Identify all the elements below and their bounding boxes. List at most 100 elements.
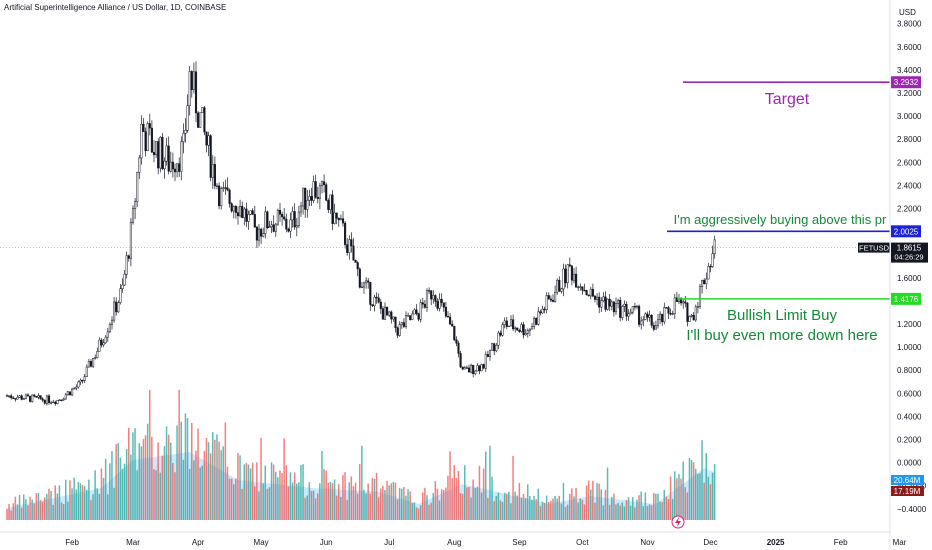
candle-body [484,354,487,369]
volume-bar [205,437,208,520]
candle-body [367,280,370,283]
candle-body [362,282,366,288]
candle-body [612,301,615,313]
candle-body [5,395,9,397]
aggressive-buy-note: I'm aggressively buying above this pr [674,212,887,227]
candle-body [675,297,678,302]
volume-bar [115,444,117,520]
volume-bar [184,413,187,520]
candle-body [701,280,704,287]
volume-bar [333,479,336,520]
volume-bar [138,443,140,520]
volume-bar [451,478,453,520]
volume-bar [495,495,497,520]
candle-body [467,367,471,373]
volume-bar [682,461,684,520]
volume-bar [291,482,294,520]
volume-bar [268,487,271,520]
candle-body [257,228,261,241]
volume-bar [627,497,630,520]
candle-body [520,324,523,332]
candle-body [35,395,38,398]
candle-body [463,367,466,370]
candle-body [203,107,206,133]
price-tick-label: 1.2000 [897,320,922,329]
volume-bar [558,495,560,520]
volume-bar [79,483,82,520]
price-tick-label: 3.4000 [897,66,922,75]
candle-body [320,181,324,187]
candle-body [205,131,208,146]
candle-body [543,308,546,311]
volume-bar [228,478,231,520]
candle-body [89,361,93,367]
volume-bar [182,459,185,520]
volume-bar [396,499,399,520]
candle-body [115,301,118,313]
volume-bar [218,441,220,520]
candle-body [425,290,429,308]
volume-bar [655,493,657,520]
volume-bar [104,458,107,520]
time-tick-label: Nov [640,538,654,547]
volume-bar [642,506,644,520]
volume-bar [27,505,29,520]
candle-body [306,199,309,210]
volume-bar [81,485,84,520]
volume-bar [571,488,573,520]
volume-bar [380,488,382,520]
candle-body [646,313,649,318]
volume-bar [466,487,468,520]
candle-body [194,71,198,114]
volume-bar [275,471,277,520]
volume-bar [491,476,493,520]
candle-body [54,401,57,404]
volume-bar [142,439,145,520]
candle-body [696,306,699,308]
volume-bar [648,504,651,520]
volume-bar [128,427,130,520]
candle-body [591,288,594,297]
volume-bar [611,496,613,520]
candle-body [8,395,11,397]
aggressive-buy-price-tag [891,225,921,238]
candle-body [541,308,544,314]
volume-bar [371,478,374,520]
candle-body [686,302,689,322]
volume-bar [37,492,40,520]
volume-bar [382,485,384,520]
volume-bar [98,493,101,520]
candle-body [562,268,565,290]
candle-body [535,317,538,325]
volume-bar [663,490,665,520]
candle-body [92,357,95,367]
volume-bar [325,470,327,520]
volume-bar [144,435,147,520]
candle-body [524,333,527,336]
candle-body [661,313,664,323]
volume-bar [199,467,201,520]
price-axis[interactable]: 3.8000 3.6000 3.4000 3.2000 3.0000 2.8000 2.60… [858,0,928,550]
candle-body [218,185,221,207]
candle-body [33,394,36,397]
candle-body [709,266,712,268]
price-axis-unit: USD [899,8,916,17]
candle-body [593,295,597,300]
time-axis[interactable]: Feb Mar Apr May Jun Jul Aug Sep Oct Nov Dec 2025 Feb… [0,531,907,547]
candle-body [495,345,498,352]
candle-body [614,303,618,313]
volume-bar [690,459,693,520]
volume-bar [10,510,12,520]
volume-bar [304,497,306,520]
candle-body [239,206,242,217]
volume-bar [564,506,567,520]
volume-bar [644,492,647,520]
candle-body [22,398,25,400]
price-tick-label: 0.0000 [897,459,922,468]
volume-bar [413,502,416,520]
volume-bar [667,498,670,520]
volume-bar [90,499,92,520]
volume-bar [531,499,533,520]
volume-ma-tag [891,475,924,485]
volume-bar [394,482,397,520]
